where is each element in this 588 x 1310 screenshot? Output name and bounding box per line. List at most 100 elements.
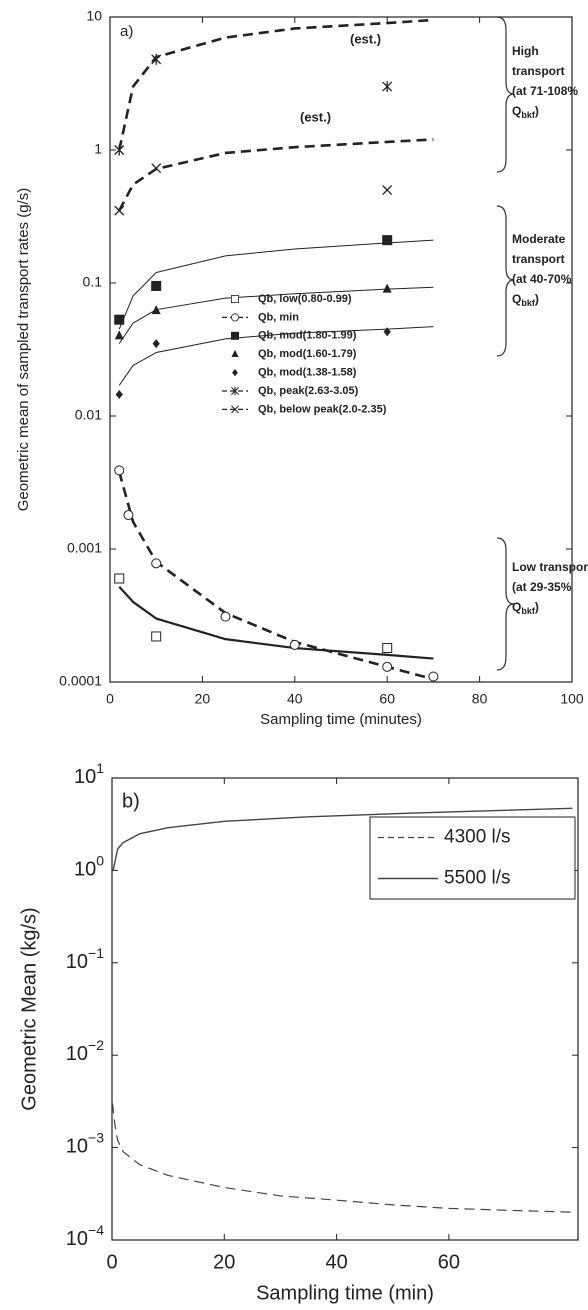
marker bbox=[114, 330, 124, 340]
x-tick-label: 60 bbox=[379, 691, 395, 707]
marker bbox=[114, 465, 125, 476]
annotation: (est.) bbox=[300, 109, 331, 124]
marker bbox=[114, 573, 125, 584]
x-tick-label: 100 bbox=[560, 691, 584, 707]
bracket-label: Moderate bbox=[512, 232, 566, 246]
bracket-label: transport bbox=[512, 252, 565, 266]
marker bbox=[382, 81, 393, 93]
legend-label: Qb, min bbox=[258, 311, 299, 323]
tick-exponent: 1 bbox=[96, 760, 104, 776]
panel-label: b) bbox=[122, 790, 140, 812]
brace bbox=[496, 537, 515, 671]
bracket-label: Qbkf) bbox=[512, 104, 539, 120]
bracket-end: ) bbox=[535, 104, 539, 118]
y-tick-label: 10−4 bbox=[66, 1222, 104, 1251]
x-tick-label: 20 bbox=[195, 691, 211, 707]
y-tick-label: 0.0001 bbox=[59, 673, 102, 689]
tick-exponent: −4 bbox=[88, 1222, 104, 1238]
marker bbox=[428, 671, 439, 682]
tick-exponent: −1 bbox=[88, 945, 104, 961]
marker bbox=[231, 295, 240, 304]
x-tick-label: 40 bbox=[325, 1251, 347, 1273]
brace bbox=[496, 205, 515, 357]
tick-base: 10 bbox=[66, 1043, 88, 1065]
bracket-label: (at 40-70% bbox=[512, 272, 572, 286]
y-axis-title: Geometric mean of sampled transport rate… bbox=[15, 188, 32, 511]
marker bbox=[231, 386, 239, 396]
bracket-sub: bkf bbox=[521, 298, 536, 308]
marker bbox=[289, 639, 300, 650]
plot-frame bbox=[109, 16, 573, 683]
marker bbox=[151, 280, 162, 291]
tick-exponent: 0 bbox=[96, 852, 104, 868]
bracket-label: transport bbox=[512, 64, 565, 78]
y-tick-label: 10−1 bbox=[66, 945, 104, 974]
x-tick-label: 40 bbox=[287, 691, 303, 707]
fit-line bbox=[118, 138, 434, 212]
marker bbox=[383, 327, 391, 337]
marker bbox=[152, 339, 160, 349]
marker bbox=[231, 313, 240, 322]
bracket-label: (at 71-108% bbox=[512, 84, 578, 98]
marker bbox=[114, 205, 125, 216]
marker bbox=[382, 283, 392, 293]
bracket-sub: bkf bbox=[521, 110, 536, 120]
bracket-end: ) bbox=[535, 600, 539, 614]
tick-exponent: −3 bbox=[88, 1129, 104, 1145]
y-tick-label: 10−3 bbox=[66, 1129, 104, 1158]
x-axis-title: Sampling time (minutes) bbox=[260, 711, 422, 728]
annotation: (est.) bbox=[350, 31, 381, 46]
tick-base: 10 bbox=[66, 951, 88, 973]
legend-label: Qb, mod(1.38-1.58) bbox=[258, 367, 357, 379]
y-tick-label: 0.1 bbox=[83, 274, 103, 290]
series-line bbox=[111, 1103, 573, 1213]
y-axis-title: Geometric Mean (kg/s) bbox=[18, 907, 40, 1110]
y-tick-label: 0.01 bbox=[75, 407, 102, 423]
y-tick-label: 100 bbox=[74, 852, 104, 881]
marker bbox=[114, 144, 125, 156]
marker bbox=[115, 390, 123, 400]
y-tick-label: 10−2 bbox=[66, 1037, 104, 1066]
bracket-q: Q bbox=[512, 600, 521, 614]
marker bbox=[151, 631, 162, 642]
braces bbox=[496, 16, 515, 671]
x-tick-label: 80 bbox=[472, 691, 488, 707]
bracket-end: ) bbox=[535, 292, 539, 306]
tick-base: 10 bbox=[66, 1228, 88, 1250]
marker bbox=[151, 558, 162, 569]
legend-label: Qb, mod(1.80-1.99) bbox=[258, 330, 357, 342]
marker bbox=[151, 53, 162, 65]
x-tick-label: 60 bbox=[438, 1251, 460, 1273]
series-line bbox=[112, 807, 573, 871]
bracket-q: Q bbox=[512, 104, 521, 118]
marker bbox=[220, 611, 231, 622]
bracket-label: Low transport bbox=[512, 560, 588, 574]
x-axis-title: Sampling time (min) bbox=[256, 1282, 434, 1304]
x-tick-label: 20 bbox=[213, 1251, 235, 1273]
bracket-label: Qbkf) bbox=[512, 292, 539, 308]
x-tick-label: 0 bbox=[106, 1251, 117, 1273]
legend-label: 5500 l/s bbox=[444, 868, 511, 889]
marker bbox=[382, 643, 393, 654]
legend-label: Qb, peak(2.63-3.05) bbox=[258, 385, 359, 397]
marker bbox=[114, 314, 125, 325]
legend-label: Qb, below peak(2.0-2.35) bbox=[258, 403, 387, 415]
plot-frame bbox=[111, 777, 579, 1241]
legend-box bbox=[369, 816, 576, 900]
marker bbox=[382, 661, 393, 672]
bracket-label: High bbox=[512, 44, 539, 58]
bracket-sub: bkf bbox=[521, 606, 536, 616]
marker bbox=[231, 349, 239, 357]
legend-label: 4300 l/s bbox=[444, 827, 511, 848]
marker bbox=[382, 235, 393, 246]
bracket-label: (at 29-35% bbox=[512, 580, 572, 594]
fit-line bbox=[118, 586, 434, 660]
tick-exponent: −2 bbox=[88, 1037, 104, 1053]
x-tick-label: 0 bbox=[106, 691, 114, 707]
marker bbox=[231, 331, 240, 340]
panel-label: a) bbox=[120, 23, 133, 40]
legend-label: Qb, mod(1.60-1.79) bbox=[258, 348, 357, 360]
y-tick-label: 10 bbox=[86, 8, 102, 24]
